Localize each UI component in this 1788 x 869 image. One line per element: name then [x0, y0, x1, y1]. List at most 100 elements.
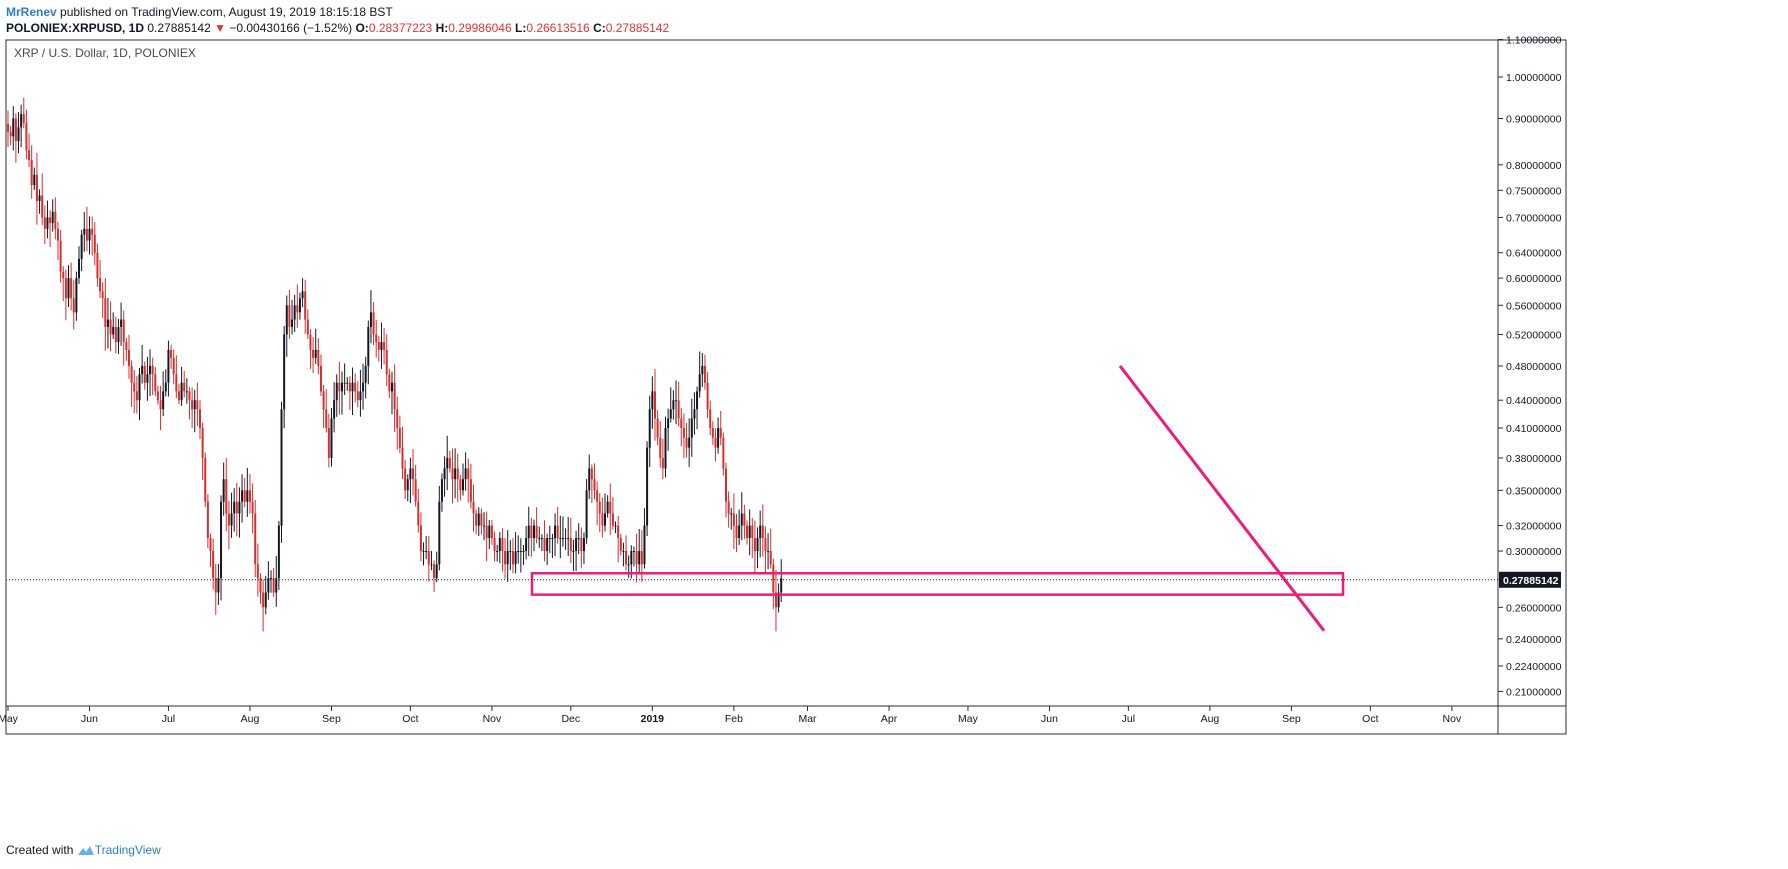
candle-body	[283, 334, 286, 410]
candle	[383, 328, 386, 365]
x-tick-label: Oct	[1362, 713, 1378, 725]
candle-body	[627, 564, 630, 566]
candle	[461, 463, 464, 496]
candle	[390, 371, 393, 415]
candle	[196, 382, 199, 427]
candle-body	[398, 428, 401, 448]
candle	[241, 474, 244, 523]
candle-body	[204, 457, 207, 502]
open-value: 0.28377223	[368, 21, 433, 35]
candle	[585, 479, 588, 544]
candle	[493, 531, 496, 562]
candle	[611, 496, 614, 530]
candle	[277, 520, 280, 590]
candle-body	[664, 428, 667, 469]
candle-body	[12, 118, 15, 137]
y-tick-label: 0.32000000	[1506, 521, 1562, 533]
tradingview-brand[interactable]: TradingView	[94, 843, 161, 857]
candle	[67, 265, 70, 307]
candle-body	[759, 525, 762, 539]
candle-body	[467, 468, 470, 480]
candle	[485, 511, 488, 562]
candle	[49, 210, 52, 248]
candle	[288, 289, 291, 339]
candle-body	[125, 342, 128, 350]
candle-body	[764, 538, 767, 551]
candle	[401, 426, 404, 480]
candle	[446, 435, 449, 491]
candle	[291, 299, 294, 335]
candle-body	[101, 291, 104, 299]
candle	[262, 579, 265, 632]
candle	[643, 508, 646, 569]
candle	[559, 515, 562, 559]
candle-body	[611, 513, 614, 526]
candle	[70, 262, 73, 311]
author-name[interactable]: MrRenev	[6, 5, 57, 19]
candle	[243, 477, 246, 508]
y-tick-label: 0.22400000	[1506, 661, 1562, 673]
candle-body	[646, 447, 649, 526]
candle-body	[298, 298, 301, 313]
candle-body	[230, 513, 233, 526]
candle-body	[41, 195, 44, 218]
candle-body	[393, 382, 396, 410]
candle-body	[585, 490, 588, 539]
candle-body	[672, 400, 675, 410]
close-label: C:	[593, 21, 606, 35]
candle-body	[304, 291, 307, 320]
candle-body	[277, 525, 280, 579]
candle	[483, 512, 486, 541]
candle	[530, 517, 533, 557]
support-zone-rect[interactable]	[530, 572, 1345, 596]
candle	[330, 407, 333, 467]
candle	[206, 494, 209, 549]
candle-body	[243, 490, 246, 502]
candle	[354, 373, 357, 403]
chart-legend: XRP / U.S. Dollar, 1D, POLONIEX	[14, 46, 196, 60]
candle-body	[175, 374, 178, 392]
time-axis[interactable]: May Jun Jul Aug Sep Oct Nov Dec 2019 Feb Mar Apr May…	[0, 706, 1462, 725]
candle	[606, 495, 609, 518]
candle-body	[351, 382, 354, 392]
candle	[404, 459, 407, 500]
price-axis[interactable]: 1.10000000 1.00000000 0.90000000 0.80000000…	[1498, 34, 1562, 698]
candle-body	[501, 538, 504, 551]
candles-group	[7, 97, 783, 632]
tradingview-logo-icon[interactable]	[77, 844, 95, 860]
candle	[267, 561, 270, 600]
candle	[230, 492, 233, 538]
descending-trendline[interactable]	[1118, 365, 1326, 632]
candle-body	[7, 124, 9, 132]
candle-body	[372, 312, 375, 335]
candle-body	[28, 150, 31, 160]
candle	[227, 500, 230, 550]
candle	[348, 376, 351, 410]
candle	[191, 387, 194, 429]
candle-body	[517, 550, 520, 552]
candle-body	[177, 391, 180, 401]
candle	[504, 538, 507, 579]
candle	[527, 506, 530, 557]
candle	[398, 415, 401, 454]
candle	[501, 528, 504, 572]
candle-body	[51, 211, 54, 224]
candle-body	[272, 578, 275, 593]
candle	[280, 401, 283, 543]
candle-body	[198, 409, 201, 429]
candle	[254, 499, 257, 578]
candle-body	[698, 374, 701, 392]
candle	[609, 483, 612, 536]
last-price-group: 0.27885142	[6, 571, 1561, 588]
candle	[638, 528, 641, 575]
candle	[325, 389, 328, 433]
y-tick-label: 0.70000000	[1506, 212, 1562, 224]
candle	[417, 488, 420, 533]
candle-body	[433, 564, 436, 579]
y-tick-label: 1.10000000	[1506, 34, 1562, 46]
candle-body	[209, 538, 212, 551]
candle	[719, 410, 722, 446]
candle	[154, 367, 157, 397]
y-tick-label: 0.44000000	[1506, 395, 1562, 407]
